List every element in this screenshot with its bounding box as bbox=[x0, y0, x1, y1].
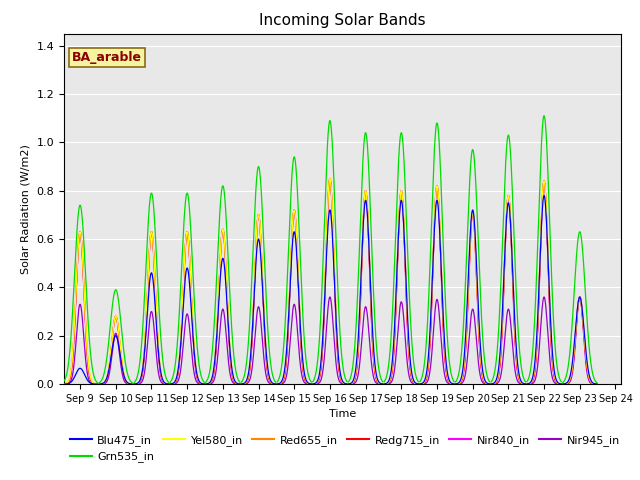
Text: BA_arable: BA_arable bbox=[72, 51, 142, 64]
X-axis label: Time: Time bbox=[329, 409, 356, 419]
Title: Incoming Solar Bands: Incoming Solar Bands bbox=[259, 13, 426, 28]
Y-axis label: Solar Radiation (W/m2): Solar Radiation (W/m2) bbox=[21, 144, 31, 274]
Legend: Blu475_in, Grn535_in, Yel580_in, Red655_in, Redg715_in, Nir840_in, Nir945_in: Blu475_in, Grn535_in, Yel580_in, Red655_… bbox=[70, 435, 620, 462]
